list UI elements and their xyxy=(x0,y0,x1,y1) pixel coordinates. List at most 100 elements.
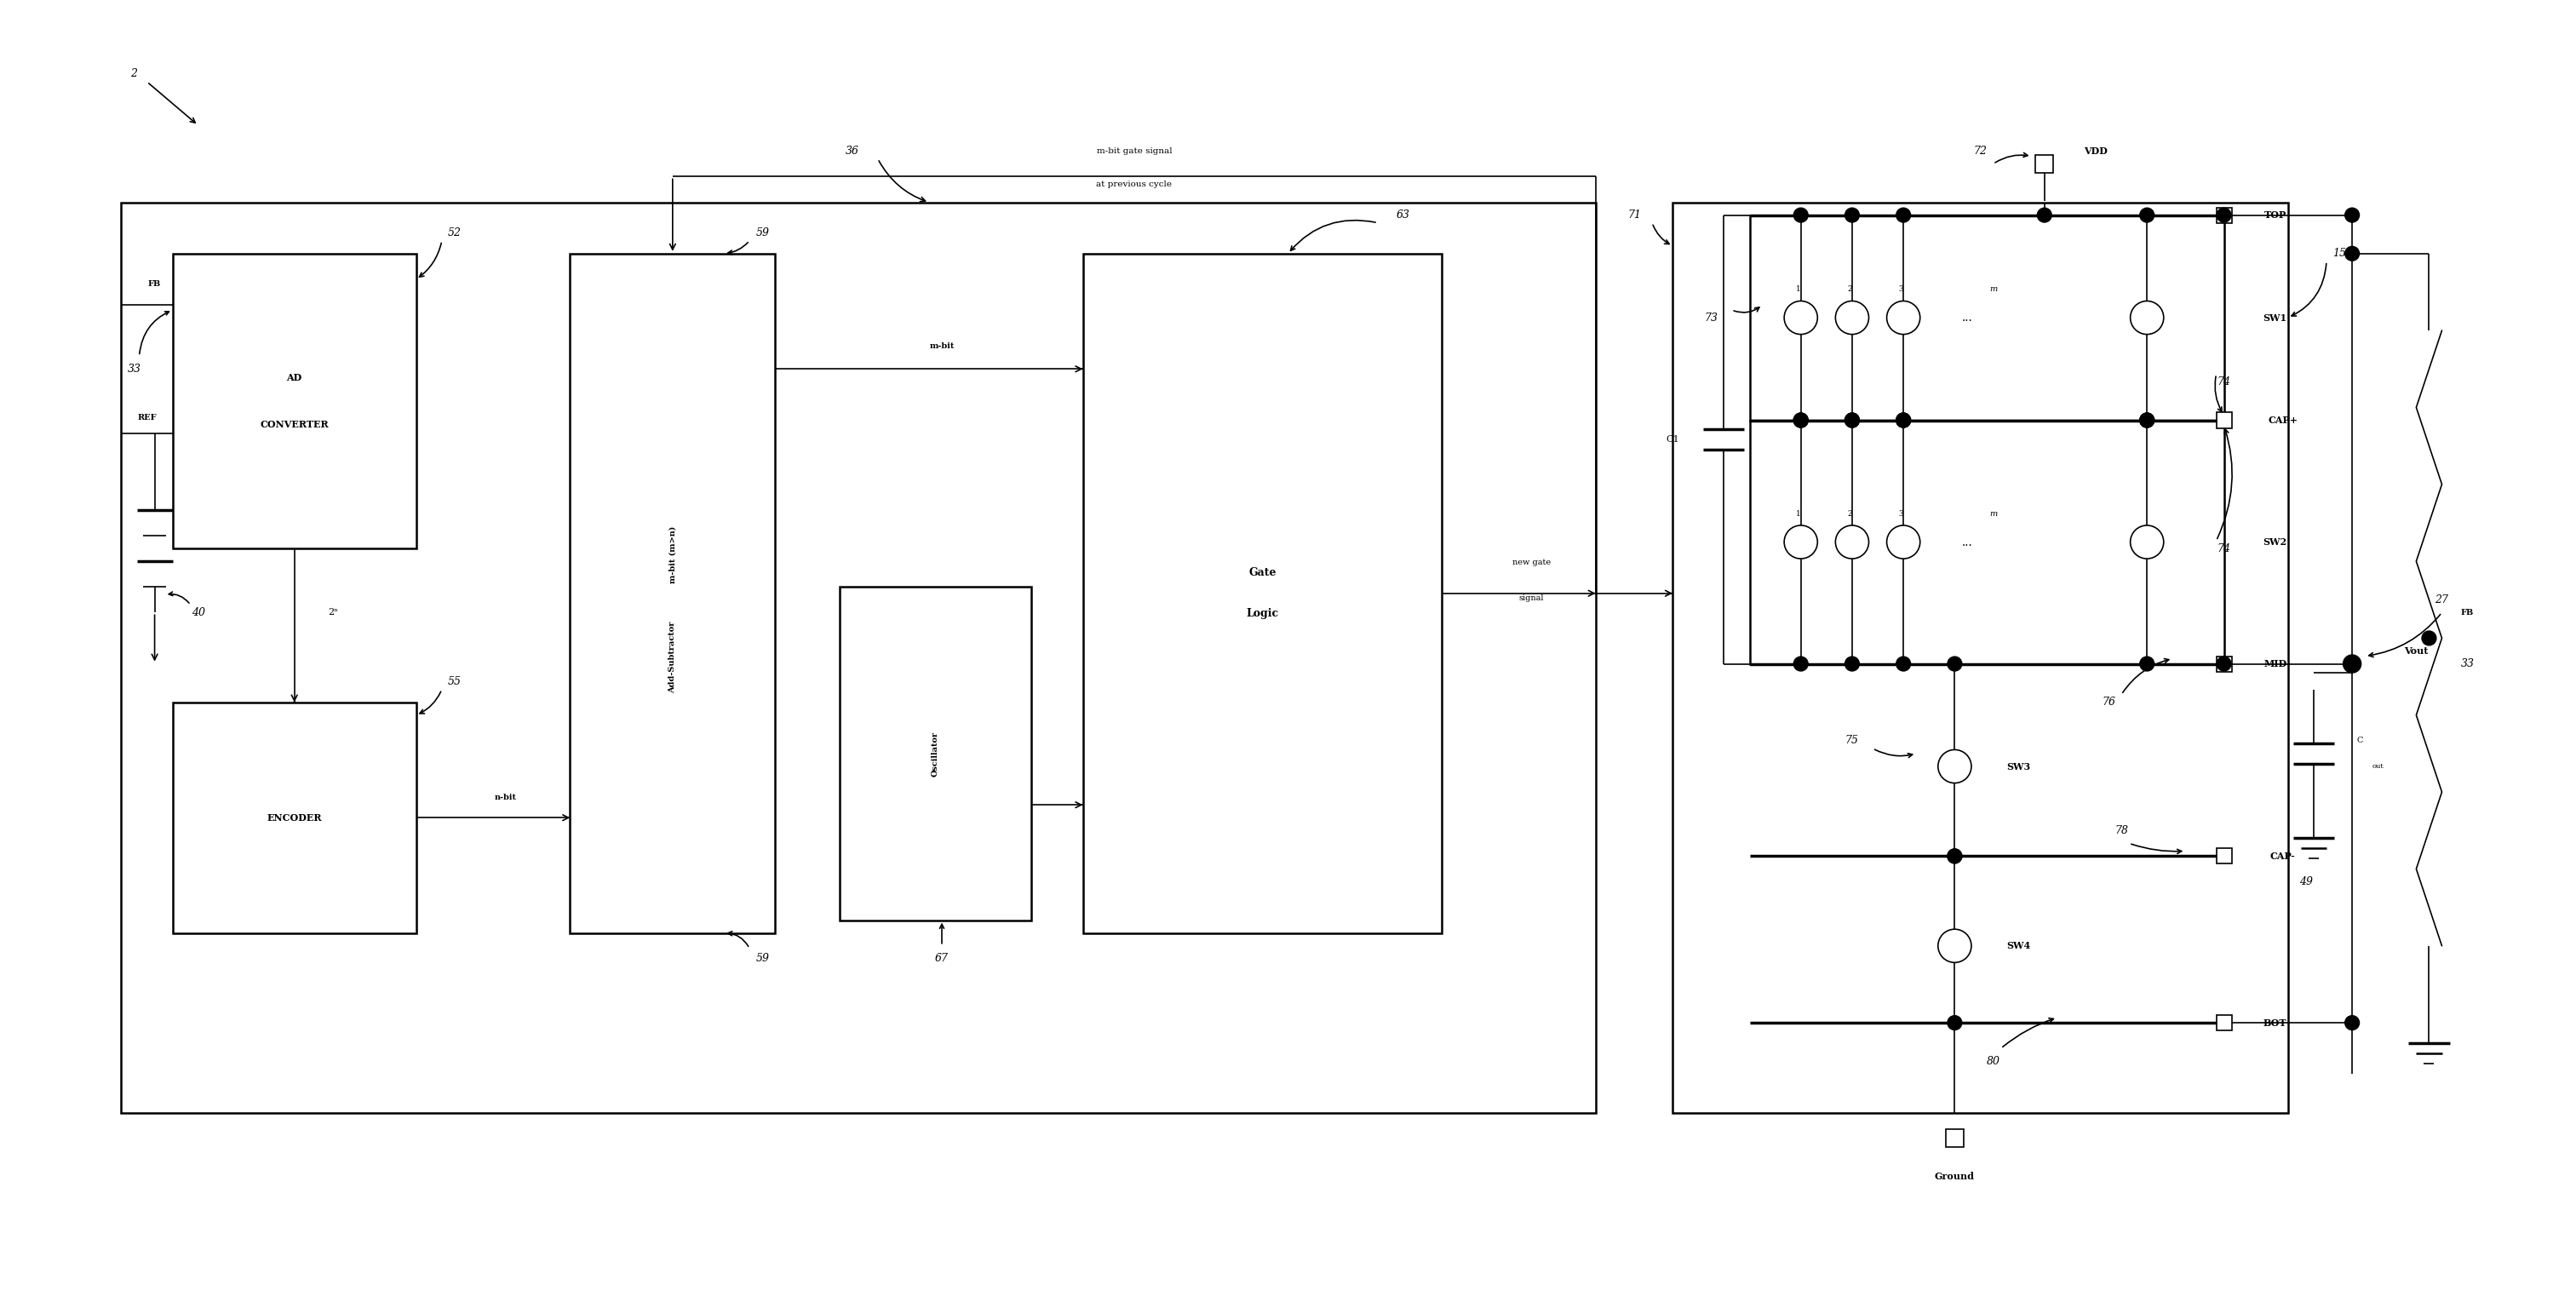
Circle shape xyxy=(1793,656,1808,671)
Bar xyxy=(2215,207,2231,223)
Circle shape xyxy=(2218,656,2231,671)
Text: 33: 33 xyxy=(126,363,142,375)
Text: 59: 59 xyxy=(755,228,770,238)
Text: Logic: Logic xyxy=(1247,608,1278,620)
Text: m-bit (m>n): m-bit (m>n) xyxy=(670,526,677,583)
Circle shape xyxy=(1947,849,1963,863)
Circle shape xyxy=(1793,413,1808,427)
Bar xyxy=(173,702,417,934)
Circle shape xyxy=(1844,656,1860,671)
Text: 3: 3 xyxy=(1899,285,1904,293)
Circle shape xyxy=(1844,413,1860,427)
Bar xyxy=(1749,215,2223,421)
Text: Add-Subtractor: Add-Subtractor xyxy=(670,621,677,694)
Text: 1: 1 xyxy=(1795,285,1801,293)
Circle shape xyxy=(1937,750,1971,783)
Bar xyxy=(1082,254,1443,934)
Text: 55: 55 xyxy=(448,676,461,687)
Circle shape xyxy=(2344,655,2362,673)
Circle shape xyxy=(1793,413,1808,427)
Text: FB: FB xyxy=(2460,609,2473,616)
Text: Gate: Gate xyxy=(1249,568,1275,578)
Text: BOT: BOT xyxy=(2264,1018,2287,1027)
Text: new gate: new gate xyxy=(1512,559,1551,566)
Circle shape xyxy=(2344,208,2360,223)
Circle shape xyxy=(1785,301,1819,335)
Text: 72: 72 xyxy=(1973,146,1986,156)
Text: 1: 1 xyxy=(1795,510,1801,518)
Circle shape xyxy=(1947,849,1963,863)
Text: at previous cycle: at previous cycle xyxy=(1097,181,1172,189)
Text: 74: 74 xyxy=(2218,376,2231,387)
Text: 52: 52 xyxy=(448,228,461,238)
Text: m: m xyxy=(1989,285,1996,293)
Bar xyxy=(2215,849,2231,863)
Text: 74: 74 xyxy=(2218,543,2231,553)
Text: FB: FB xyxy=(149,280,162,288)
Text: REF: REF xyxy=(137,414,157,422)
Text: 75: 75 xyxy=(1844,736,1860,746)
Text: 78: 78 xyxy=(2115,825,2128,836)
Text: SW2: SW2 xyxy=(2264,538,2287,547)
Circle shape xyxy=(1886,526,1919,559)
Circle shape xyxy=(1844,413,1860,427)
Circle shape xyxy=(2421,631,2437,646)
Text: CAP+: CAP+ xyxy=(2267,415,2298,424)
Text: CONVERTER: CONVERTER xyxy=(260,419,330,428)
Text: C1: C1 xyxy=(1667,435,1680,444)
Text: m-bit gate signal: m-bit gate signal xyxy=(1097,147,1172,155)
Bar xyxy=(1749,421,2223,664)
Text: 67: 67 xyxy=(935,953,948,965)
Text: m-bit: m-bit xyxy=(930,342,953,350)
Circle shape xyxy=(2130,526,2164,559)
Circle shape xyxy=(2344,246,2360,260)
Text: SW4: SW4 xyxy=(2007,941,2030,950)
Bar xyxy=(840,587,1030,921)
Text: 2: 2 xyxy=(131,69,137,79)
Circle shape xyxy=(1837,301,1868,335)
Text: Vout: Vout xyxy=(2403,646,2429,656)
Circle shape xyxy=(1896,413,1911,427)
Text: SW3: SW3 xyxy=(2007,762,2030,771)
Circle shape xyxy=(1896,413,1911,427)
Circle shape xyxy=(2344,656,2360,671)
Text: 2ⁿ: 2ⁿ xyxy=(327,608,337,617)
Circle shape xyxy=(2141,208,2154,223)
Text: n-bit: n-bit xyxy=(495,793,518,801)
Text: Oscillator: Oscillator xyxy=(933,730,940,776)
Bar xyxy=(1945,1129,1963,1147)
Circle shape xyxy=(1947,1016,1963,1030)
Text: Ground: Ground xyxy=(1935,1172,1976,1181)
Bar xyxy=(121,202,1595,1112)
Text: 15: 15 xyxy=(2331,249,2347,259)
Text: 27: 27 xyxy=(2434,594,2450,605)
Text: SW1: SW1 xyxy=(2264,312,2287,323)
Circle shape xyxy=(1844,208,1860,223)
Text: 2: 2 xyxy=(1847,510,1852,518)
Text: ENCODER: ENCODER xyxy=(268,812,322,823)
Bar xyxy=(569,254,775,934)
Circle shape xyxy=(2344,1016,2360,1030)
Circle shape xyxy=(2141,656,2154,671)
Circle shape xyxy=(1837,526,1868,559)
Circle shape xyxy=(2141,413,2154,427)
Text: 59: 59 xyxy=(755,953,770,965)
Circle shape xyxy=(2141,413,2154,427)
Circle shape xyxy=(1886,301,1919,335)
Circle shape xyxy=(2141,413,2154,427)
Circle shape xyxy=(2218,208,2231,223)
Bar xyxy=(2215,1016,2231,1030)
Circle shape xyxy=(1896,413,1911,427)
Circle shape xyxy=(1793,413,1808,427)
Text: C: C xyxy=(2357,737,2362,745)
Circle shape xyxy=(1947,656,1963,671)
Circle shape xyxy=(1793,208,1808,223)
Text: AD: AD xyxy=(286,374,301,383)
Text: 40: 40 xyxy=(191,607,206,618)
Bar xyxy=(1672,202,2287,1112)
Text: ...: ... xyxy=(1963,311,1973,324)
Text: 36: 36 xyxy=(845,146,858,156)
Text: signal: signal xyxy=(1520,595,1543,603)
Text: CAP-: CAP- xyxy=(2269,852,2295,861)
Bar xyxy=(2215,413,2231,428)
